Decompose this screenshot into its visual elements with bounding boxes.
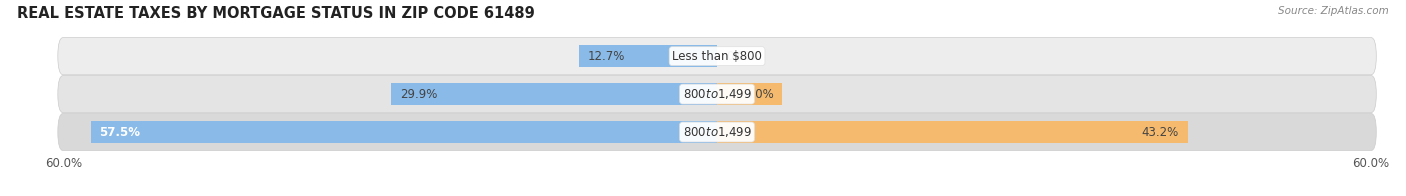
Bar <box>579 45 717 67</box>
Text: 0.0%: 0.0% <box>725 50 755 63</box>
Text: 12.7%: 12.7% <box>588 50 624 63</box>
Bar <box>717 83 782 105</box>
Text: 6.0%: 6.0% <box>744 88 773 101</box>
Text: 43.2%: 43.2% <box>1142 125 1180 139</box>
Text: REAL ESTATE TAXES BY MORTGAGE STATUS IN ZIP CODE 61489: REAL ESTATE TAXES BY MORTGAGE STATUS IN … <box>17 6 534 21</box>
Bar <box>717 121 1188 143</box>
Text: $800 to $1,499: $800 to $1,499 <box>682 125 752 139</box>
FancyBboxPatch shape <box>58 113 1376 151</box>
Text: $800 to $1,499: $800 to $1,499 <box>682 87 752 101</box>
Bar <box>391 83 717 105</box>
FancyBboxPatch shape <box>58 38 1376 75</box>
Text: 29.9%: 29.9% <box>399 88 437 101</box>
Text: 57.5%: 57.5% <box>100 125 141 139</box>
Text: Less than $800: Less than $800 <box>672 50 762 63</box>
Text: Source: ZipAtlas.com: Source: ZipAtlas.com <box>1278 6 1389 16</box>
Bar <box>90 121 717 143</box>
FancyBboxPatch shape <box>58 75 1376 113</box>
